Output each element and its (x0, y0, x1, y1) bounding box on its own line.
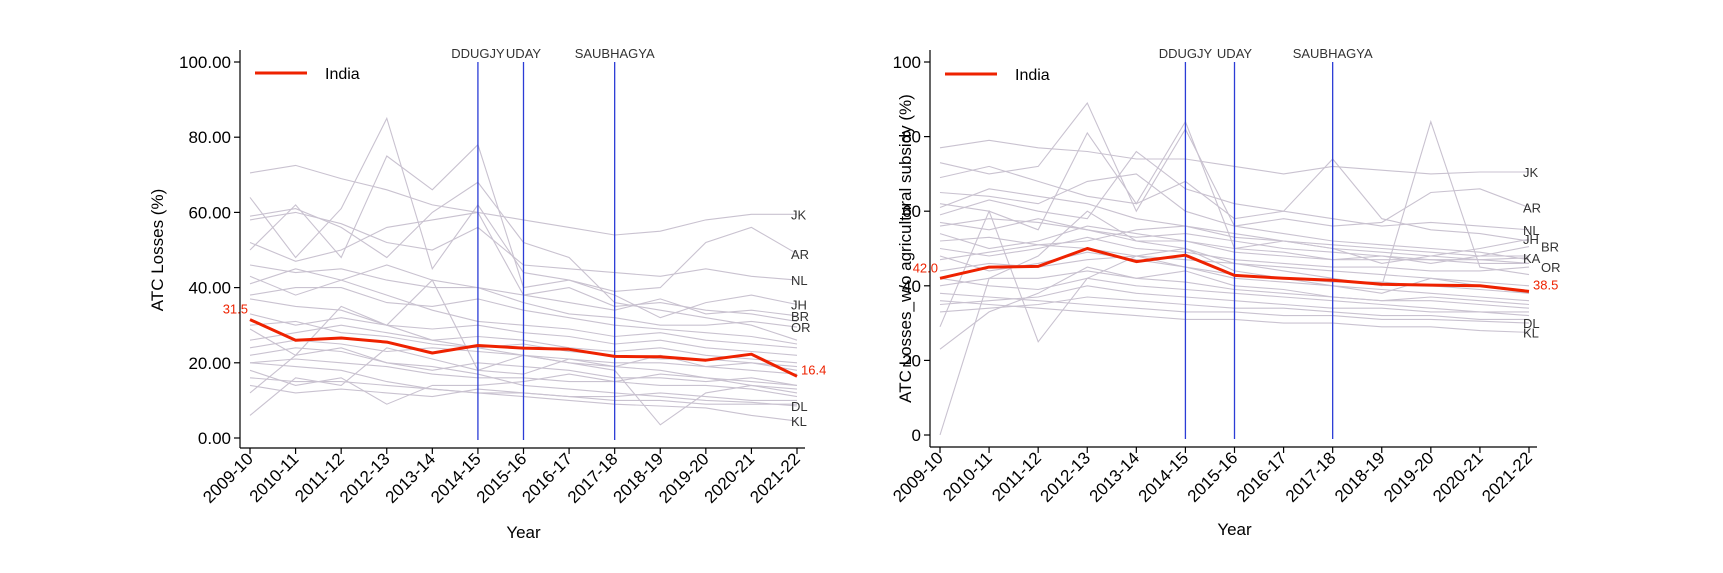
state-label-dl: DL (791, 399, 808, 414)
event-label: SAUBHAGYA (575, 46, 655, 61)
state-label-jk: JK (791, 207, 807, 222)
india-end-value-label: 16.4 (801, 362, 826, 377)
y-axis-title: ATC Losses_w/o agricultural subsidy (%) (896, 94, 915, 403)
state-label-br: BR (791, 309, 809, 324)
state-label-ka: KA (1523, 251, 1541, 266)
x-tick-label: 2015-16 (473, 449, 531, 507)
y-tick-label: 100.00 (179, 53, 231, 72)
state-label-nl: NL (791, 273, 808, 288)
y-tick-label: 80 (902, 128, 921, 147)
x-tick-label: 2020-21 (1429, 448, 1487, 506)
state-label-jh: JH (1523, 232, 1539, 247)
x-tick-label: 2018-19 (610, 449, 668, 507)
india-series-line (939, 247, 1530, 293)
state-label-ar: AR (1523, 200, 1541, 215)
state-label-kl: KL (1523, 325, 1539, 340)
state-label-br: BR (1541, 240, 1559, 255)
india-end-value-label: 38.5 (1533, 277, 1558, 292)
y-tick-label: 80.00 (188, 128, 231, 147)
y-tick-label: 0 (912, 426, 921, 445)
event-label: UDAY (1217, 46, 1252, 61)
x-tick-label: 2012-13 (1037, 448, 1095, 506)
x-tick-label: 2019-20 (1380, 448, 1438, 506)
y-tick-label: 40.00 (188, 279, 231, 298)
event-label: DDUGJY (451, 46, 505, 61)
state-label-or: OR (791, 320, 811, 335)
x-tick-label: 2015-16 (1184, 448, 1242, 506)
x-tick-label: 2017-18 (1282, 448, 1340, 506)
y-tick-label: 40 (902, 277, 921, 296)
x-tick-label: 2021-22 (1478, 448, 1536, 506)
y-tick-label: 20 (902, 351, 921, 370)
india-start-value-label: 42.0 (913, 260, 938, 275)
legend-label: India (325, 66, 360, 83)
india-series-line (249, 318, 798, 378)
y-tick-label: 20.00 (188, 354, 231, 373)
state-label-ar: AR (791, 247, 809, 262)
india-start-value-label: 31.5 (223, 302, 248, 317)
state-label-jh: JH (791, 298, 807, 313)
y-tick-label: 60.00 (188, 203, 231, 222)
y-tick-label: 100 (893, 53, 921, 72)
x-tick-label: 2009-10 (199, 449, 257, 507)
legend-label: India (1015, 67, 1050, 84)
state-label-nl: NL (1523, 223, 1540, 238)
state-label-or: OR (1541, 260, 1561, 275)
x-tick-label: 2018-19 (1331, 448, 1389, 506)
x-tick-label: 2019-20 (655, 449, 713, 507)
x-tick-label: 2010-11 (246, 449, 303, 506)
x-tick-label: 2020-21 (701, 449, 759, 507)
event-label: UDAY (506, 46, 541, 61)
y-tick-label: 60 (902, 202, 921, 221)
x-tick-label: 2017-18 (564, 449, 622, 507)
x-tick-label: 2011-12 (988, 448, 1045, 505)
event-label: DDUGJY (1159, 46, 1213, 61)
x-axis-title: Year (1217, 520, 1252, 539)
x-tick-label: 2014-15 (427, 449, 485, 507)
y-axis-title: ATC Losses (%) (148, 189, 167, 312)
state-label-dl: DL (1523, 316, 1540, 331)
x-tick-label: 2010-11 (939, 448, 996, 505)
x-tick-label: 2009-10 (889, 448, 947, 506)
state-label-kl: KL (791, 414, 807, 429)
y-tick-label: 0.00 (198, 429, 231, 448)
x-tick-label: 2013-14 (382, 449, 440, 507)
x-tick-label: 2014-15 (1135, 448, 1193, 506)
event-label: SAUBHAGYA (1293, 46, 1373, 61)
x-tick-label: 2013-14 (1086, 448, 1144, 506)
x-axis-title: Year (506, 523, 541, 542)
x-tick-label: 2021-22 (746, 449, 804, 507)
state-label-jk: JK (1523, 165, 1539, 180)
x-tick-label: 2016-17 (1233, 448, 1291, 506)
x-tick-label: 2016-17 (518, 449, 576, 507)
x-tick-label: 2012-13 (336, 449, 394, 507)
